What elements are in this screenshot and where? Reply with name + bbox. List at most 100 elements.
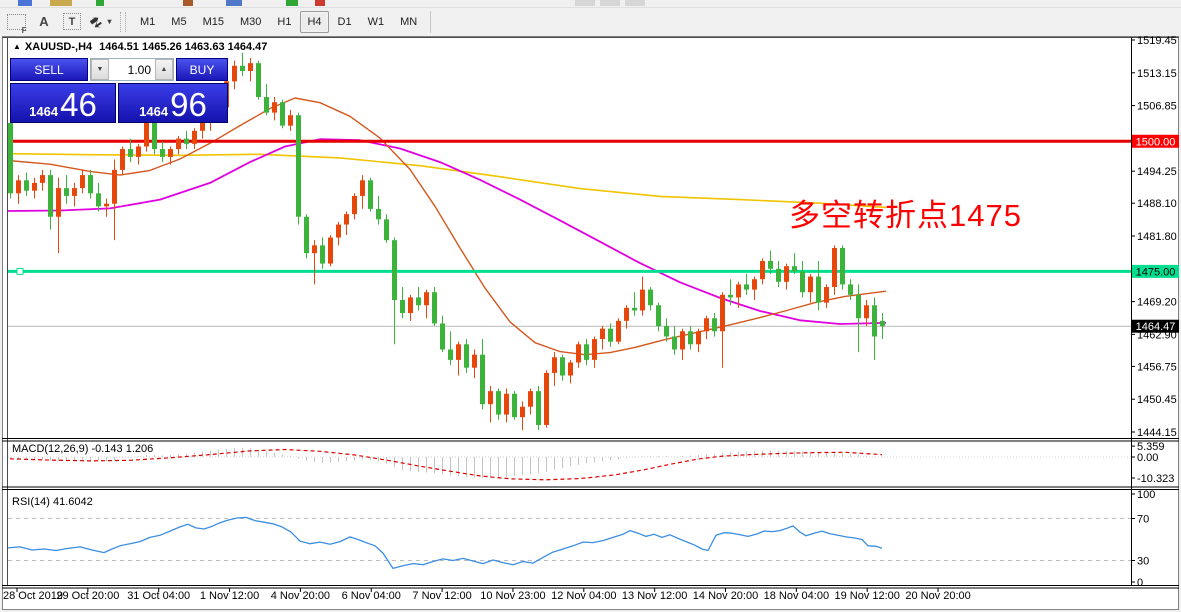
- candle-body: [440, 323, 445, 350]
- time-axis-label: 31 Oct 04:00: [127, 590, 190, 602]
- price-axis-label: 1513.15: [1137, 68, 1177, 80]
- buy-button[interactable]: BUY: [176, 58, 228, 81]
- timeframe-button-w1[interactable]: W1: [367, 15, 385, 28]
- cursor-mode-tool[interactable]: ▾: [88, 11, 112, 33]
- candle-body: [584, 344, 589, 360]
- clipped-icon-fragment: [286, 0, 298, 6]
- ma-mid-line: [7, 138, 887, 325]
- time-axis-label: 10 Nov 23:00: [480, 590, 545, 602]
- volume-stepper: ▼ 1.00 ▲: [90, 58, 174, 81]
- candle-body: [360, 180, 365, 196]
- sell-price-big: 46: [60, 85, 97, 123]
- price-tag-label: 1475.00: [1136, 266, 1176, 278]
- timeframe-button-h4[interactable]: H4: [300, 10, 329, 33]
- candle-body: [592, 339, 597, 360]
- candle-body: [624, 307, 629, 321]
- toolbar-grip[interactable]: [120, 11, 126, 32]
- price-tag-1464.47: [1132, 319, 1179, 333]
- text-label-tool[interactable]: A: [32, 11, 56, 33]
- candle-body: [560, 357, 565, 376]
- candle-body: [128, 149, 133, 157]
- candle-body: [632, 307, 637, 311]
- timeframe-button-m1[interactable]: M1: [140, 15, 156, 28]
- cursor-arrows-icon: [90, 16, 103, 27]
- timeframe-button-m15[interactable]: M15: [202, 15, 224, 28]
- candle-body: [352, 195, 357, 215]
- clipped-icon-fragment: [50, 0, 72, 6]
- time-axis-label: 6 Nov 04:00: [342, 590, 401, 602]
- candle-body: [384, 219, 389, 241]
- timeframe-button-mn[interactable]: MN: [400, 15, 418, 28]
- candle-body: [280, 102, 285, 126]
- clipped-icon-fragment: [226, 0, 242, 6]
- candle-body: [272, 102, 277, 113]
- candle-body: [752, 279, 757, 290]
- time-axis-label: 29 Oct 20:00: [56, 590, 119, 602]
- trendline-anchor[interactable]: [16, 267, 24, 275]
- clipped-icon-fragment: [575, 0, 595, 6]
- volume-increase-button[interactable]: ▲: [155, 59, 173, 80]
- collapse-arrow-icon[interactable]: ▲: [13, 42, 21, 51]
- sell-price-box[interactable]: 1464 46: [10, 83, 116, 123]
- timeframe-button-d1[interactable]: D1: [337, 15, 352, 28]
- candle-body: [520, 406, 525, 418]
- candle-body: [96, 193, 101, 207]
- timeframe-button-m5[interactable]: M5: [171, 15, 187, 28]
- volume-value[interactable]: 1.00: [127, 62, 151, 77]
- candle-body: [408, 297, 413, 314]
- candle-body: [880, 320, 885, 327]
- chart-text-annotation[interactable]: 多空转折点1475: [789, 198, 1022, 233]
- candle-body: [256, 63, 261, 98]
- candle-body: [184, 138, 189, 144]
- candle-body: [720, 294, 725, 332]
- candle-body: [840, 247, 845, 285]
- price-axis-label: 1481.80: [1137, 231, 1177, 243]
- clipped-icon-fragment: [315, 0, 325, 6]
- timeframe-button-h1[interactable]: H1: [277, 15, 292, 28]
- candle-body: [168, 149, 173, 157]
- candle-body: [760, 260, 765, 280]
- candle-body: [728, 294, 733, 298]
- text-box-tool[interactable]: T: [60, 11, 84, 33]
- clipped-icon-fragment: [600, 0, 620, 6]
- macd-axis-label: 0.00: [1137, 452, 1158, 464]
- sell-button[interactable]: SELL: [10, 58, 88, 81]
- timeframe-button-m30[interactable]: M30: [239, 15, 262, 28]
- rsi-label: RSI(14) 41.6042: [12, 496, 93, 508]
- candle-body: [176, 138, 181, 150]
- chart-canvas[interactable]: MACD(12,26,9) -0.143 1.206 RSI(14) 41.604…: [0, 36, 1181, 612]
- candle-body: [16, 180, 21, 194]
- candle-body: [320, 245, 325, 264]
- candle-body: [688, 331, 693, 345]
- candle-body: [544, 372, 549, 425]
- candle-body: [104, 203, 109, 207]
- volume-decrease-button[interactable]: ▼: [91, 59, 109, 80]
- candle-body: [656, 305, 661, 327]
- candle-body: [800, 271, 805, 293]
- candle-body: [416, 297, 421, 306]
- candle-body: [152, 123, 157, 150]
- candle-body: [112, 169, 117, 204]
- candle-body: [136, 146, 141, 157]
- chevron-down-icon[interactable]: ▾: [107, 17, 112, 26]
- buy-price-box[interactable]: 1464 96: [118, 83, 228, 123]
- candle-body: [512, 393, 517, 418]
- candle-body: [376, 208, 381, 220]
- candle-body: [432, 292, 437, 324]
- fibo-grid-tool[interactable]: F: [4, 11, 28, 35]
- timeframes-toolbar: M1 M5 M15 M30 H1 H4 D1 W1 MN: [132, 10, 425, 33]
- price-axis-label: 1506.85: [1137, 101, 1177, 113]
- candle-body: [496, 391, 501, 415]
- price-tag-label: 1500.00: [1136, 136, 1176, 148]
- candle-body: [864, 305, 869, 319]
- time-axis-label: 7 Nov 12:00: [412, 590, 471, 602]
- time-axis-label: 14 Nov 20:00: [693, 590, 758, 602]
- candle-body: [368, 180, 373, 209]
- time-axis-label: 1 Nov 12:00: [200, 590, 259, 602]
- price-axis-label: 1494.25: [1137, 166, 1177, 178]
- candle-body: [776, 268, 781, 282]
- candle-body: [832, 247, 837, 288]
- candle-body: [616, 320, 621, 342]
- candle-body: [784, 266, 789, 282]
- candle-body: [56, 188, 61, 217]
